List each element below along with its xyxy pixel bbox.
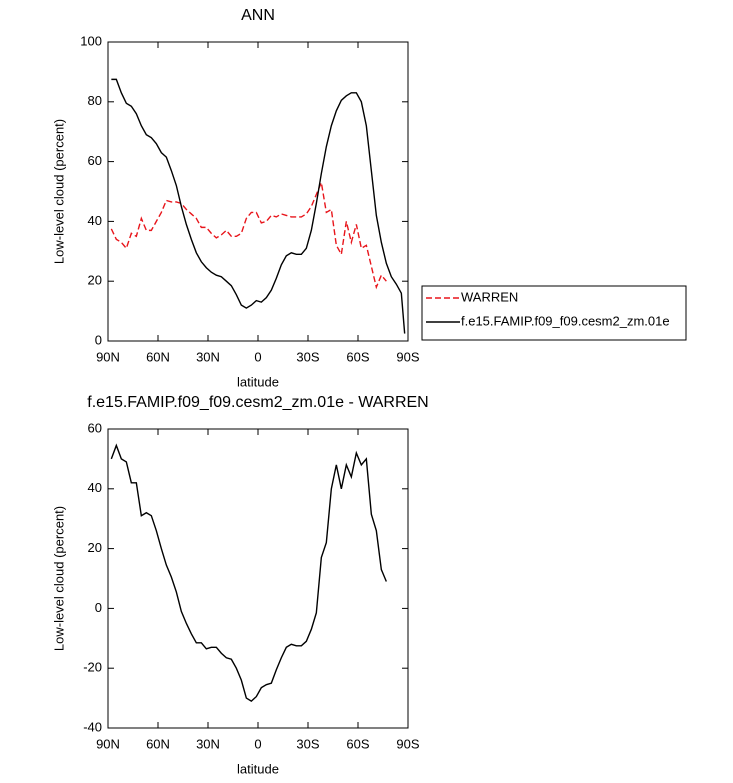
y-tick-label: 100	[80, 33, 102, 48]
data-line	[110, 443, 387, 702]
x-tick-label: 90N	[96, 349, 120, 364]
x-tick-label: 90S	[396, 736, 419, 751]
x-axis-label: latitude	[237, 374, 279, 389]
y-tick-label: 80	[88, 93, 102, 108]
x-axis-label: latitude	[237, 761, 279, 776]
x-tick-label: 0	[254, 736, 261, 751]
x-tick-label: 90N	[96, 736, 120, 751]
y-tick-label: 60	[88, 153, 102, 168]
chart-title: f.e15.FAMIP.f09_f09.cesm2_zm.01e - WARRE…	[87, 394, 428, 411]
x-tick-label: 60S	[346, 736, 369, 751]
legend-label: WARREN	[461, 289, 518, 304]
y-tick-label: 40	[88, 213, 102, 228]
y-tick-label: -40	[83, 719, 102, 734]
plot-frame	[107, 41, 409, 342]
x-tick-label: 30N	[196, 736, 220, 751]
x-tick-label: 30S	[296, 736, 319, 751]
y-tick-label: 60	[88, 420, 102, 435]
chart-title: ANN	[241, 7, 275, 24]
y-tick-label: 0	[95, 600, 102, 615]
plot-frame	[107, 428, 409, 729]
x-tick-label: 30N	[196, 349, 220, 364]
y-tick-label: -20	[83, 660, 102, 675]
data-line	[110, 180, 387, 290]
y-axis-label: Low-level cloud (percent)	[51, 119, 66, 264]
y-tick-label: 20	[88, 540, 102, 555]
y-tick-label: 0	[95, 332, 102, 347]
x-tick-label: 60N	[146, 736, 170, 751]
y-tick-label: 40	[88, 480, 102, 495]
x-tick-label: 60S	[346, 349, 369, 364]
legend-box	[421, 285, 687, 341]
legend-label: f.e15.FAMIP.f09_f09.cesm2_zm.01e	[461, 313, 670, 328]
data-line	[111, 78, 406, 334]
x-tick-label: 0	[254, 349, 261, 364]
x-tick-label: 60N	[146, 349, 170, 364]
y-axis-label: Low-level cloud (percent)	[51, 506, 66, 651]
y-tick-label: 20	[88, 273, 102, 288]
x-tick-label: 30S	[296, 349, 319, 364]
x-tick-label: 90S	[396, 349, 419, 364]
